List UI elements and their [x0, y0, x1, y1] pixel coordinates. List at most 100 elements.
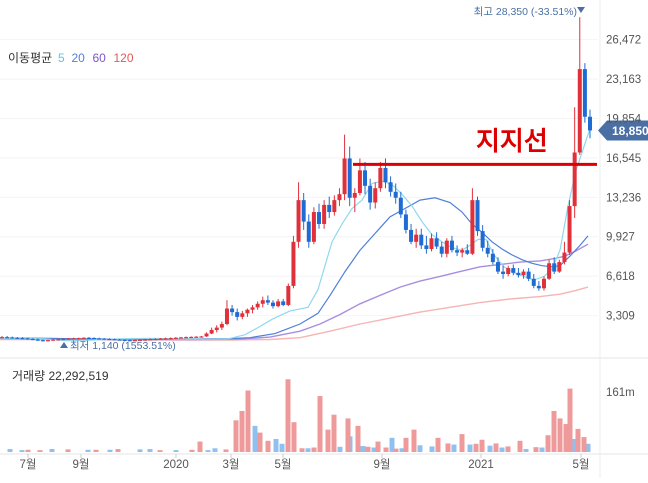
support-annotation: 지지선 [476, 126, 548, 156]
volume-bar-up [197, 441, 203, 452]
candle-up [56, 339, 61, 341]
candle-down [5, 337, 10, 339]
candle-up [138, 339, 143, 341]
candle-up [255, 303, 260, 308]
volume-bar-up [533, 447, 539, 452]
volume-bar-up [563, 424, 569, 452]
candle-up [460, 250, 465, 253]
candle-down [107, 338, 112, 341]
candle-up [357, 170, 362, 193]
candle-up [577, 69, 582, 153]
candle-up [572, 152, 577, 207]
volume-bar-down [173, 450, 179, 452]
candle-down [363, 170, 368, 186]
candle-up [296, 200, 301, 242]
candle-up [224, 308, 229, 325]
volume-bar-down [467, 444, 473, 452]
candle-down [20, 338, 25, 340]
volume-bar-up [65, 449, 71, 452]
price-tick-label: 16,545 [606, 153, 641, 165]
candle-down [92, 337, 97, 340]
candle-up [373, 188, 378, 203]
candle-up [51, 339, 56, 341]
volume-bar-up [517, 440, 523, 452]
candle-down [127, 340, 132, 342]
candle-down [424, 245, 429, 249]
volume-bar-up [575, 428, 581, 452]
candle-up [189, 336, 194, 339]
volume-bar-up [365, 446, 371, 452]
volume-bar-down [49, 449, 55, 452]
candle-down [97, 338, 102, 340]
x-axis-label: 3월 [223, 458, 240, 471]
price-tick-label: 23,163 [606, 74, 641, 86]
volume-bar-up [317, 396, 323, 452]
low-marker-icon [60, 342, 68, 348]
candle-up [562, 252, 567, 263]
candle-down [317, 212, 322, 224]
volume-bar-up [223, 449, 229, 452]
candle-down [347, 158, 352, 198]
volume-bar-up [459, 434, 465, 452]
volume-bar-up [25, 449, 31, 452]
price-tick-label: 19,854 [606, 113, 642, 125]
candle-down [270, 302, 275, 307]
volume-bar-up [545, 435, 551, 452]
volume-bar-down [389, 437, 395, 452]
candle-up [332, 200, 337, 213]
volume-bar-down [523, 449, 529, 452]
volume-bar-down [499, 447, 505, 452]
volume-bar-up [435, 437, 441, 452]
candle-down [490, 253, 495, 263]
candle-down [465, 250, 470, 254]
candle-down [588, 116, 592, 131]
candle-down [235, 312, 240, 317]
volume-bar-up [581, 437, 587, 452]
candle-up [322, 204, 327, 224]
volume-bar-down [585, 443, 591, 452]
volume-bar-up [257, 432, 263, 452]
candle-up [184, 337, 189, 339]
volume-bar-up [291, 422, 297, 452]
candle-down [122, 339, 127, 341]
volume-bar-down [337, 446, 343, 452]
candle-up [81, 337, 86, 339]
candle-up [557, 262, 562, 272]
volume-bar-up [355, 425, 361, 452]
candle-down [501, 271, 506, 274]
candle-down [383, 167, 388, 183]
candle-down [25, 338, 30, 340]
candle-down [582, 69, 587, 117]
candle-up [76, 338, 81, 340]
volume-bar-up [115, 449, 121, 452]
candle-down [485, 247, 490, 254]
volume-bar-down [85, 449, 91, 452]
candle-up [260, 300, 265, 304]
volume-bar-up [93, 449, 99, 452]
x-axis-label: 7월 [20, 458, 37, 471]
x-axis-label: 9월 [374, 458, 391, 471]
candle-down [265, 300, 270, 303]
candle-down [15, 337, 20, 339]
candle-up [204, 333, 209, 337]
volume-bar-down [212, 448, 218, 452]
ma-legend-item-120: 120 [114, 51, 134, 65]
candle-down [536, 285, 541, 289]
candle-down [531, 278, 536, 286]
candle-down [117, 339, 122, 341]
x-axis-label: 2021 [468, 459, 494, 471]
volume-bar-up [445, 443, 451, 452]
current-price-badge [598, 120, 648, 141]
ma-legend-item-60: 60 [93, 51, 107, 65]
candle-down [281, 301, 286, 305]
volume-bar-down [371, 447, 377, 452]
candle-up [214, 327, 219, 330]
candle-down [368, 185, 373, 203]
candle-down [10, 337, 15, 339]
candle-up [194, 336, 199, 338]
candle-up [250, 307, 255, 310]
volume-bar-up [551, 410, 557, 452]
volume-bar-down [399, 448, 405, 452]
candle-down [403, 214, 408, 230]
candle-up [219, 324, 224, 328]
